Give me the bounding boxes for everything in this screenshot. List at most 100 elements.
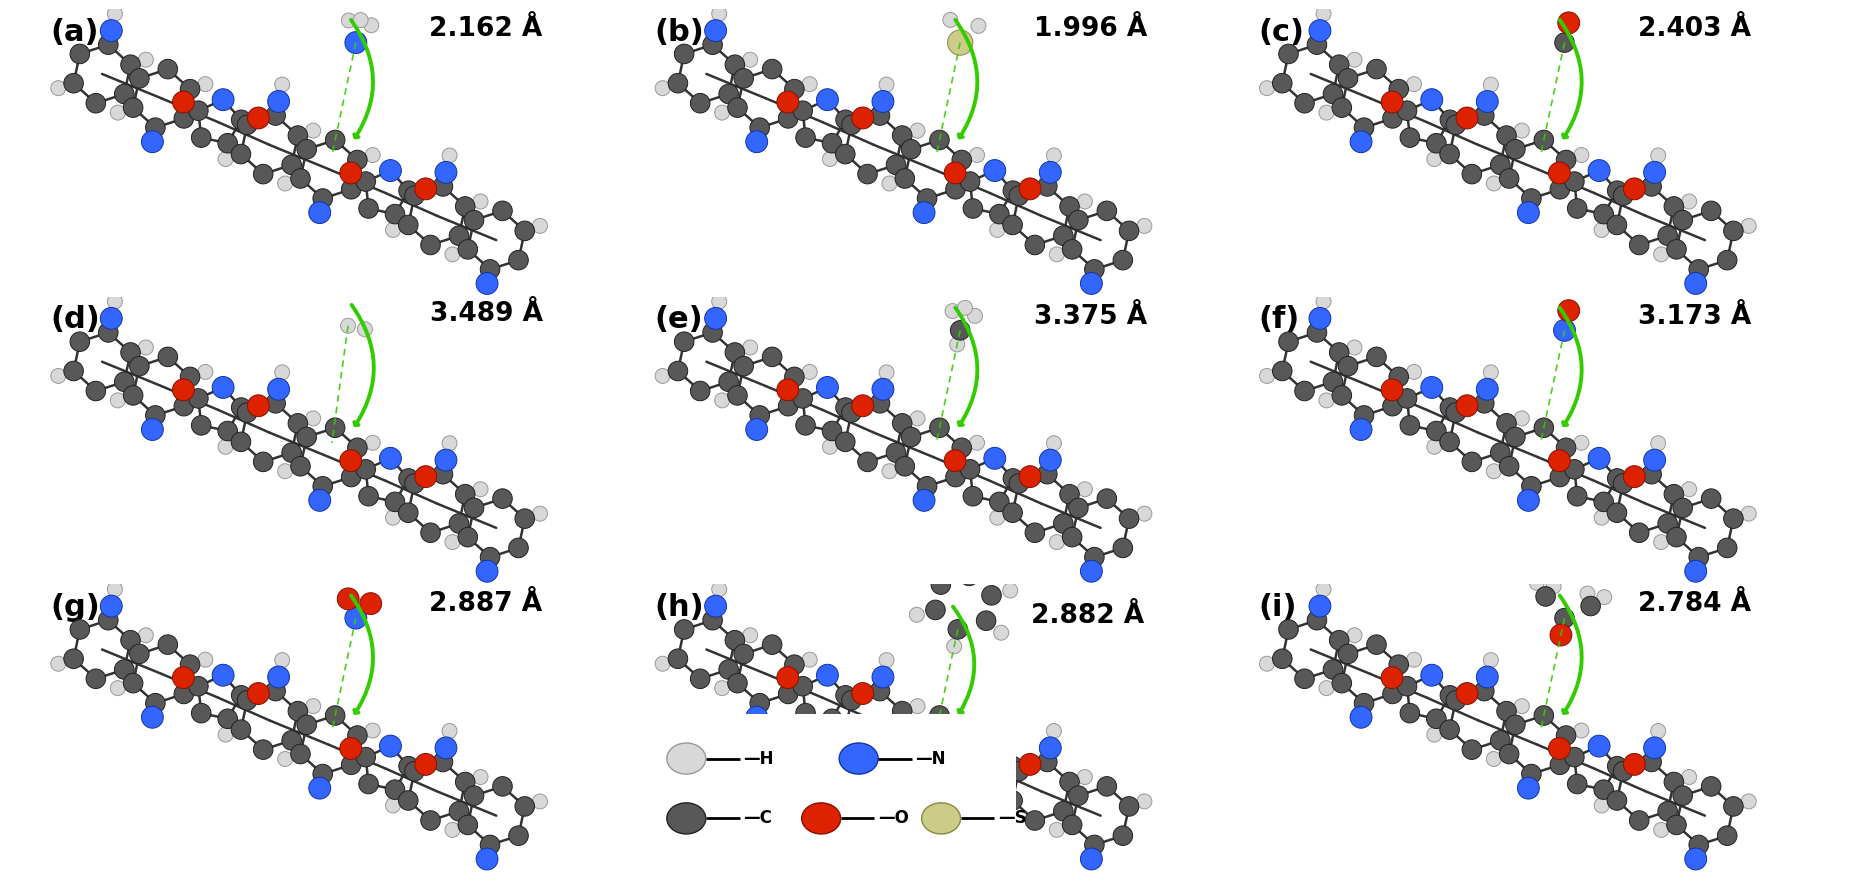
Circle shape (1491, 443, 1510, 463)
Circle shape (779, 684, 797, 704)
Circle shape (1315, 294, 1330, 309)
Circle shape (1550, 467, 1569, 487)
Circle shape (459, 528, 477, 547)
Circle shape (139, 627, 154, 643)
Circle shape (668, 361, 688, 381)
Circle shape (213, 376, 235, 399)
Circle shape (1367, 635, 1386, 654)
Circle shape (1119, 797, 1140, 816)
Circle shape (931, 130, 949, 150)
Circle shape (1060, 197, 1079, 216)
Circle shape (836, 685, 855, 705)
Circle shape (130, 69, 150, 88)
Circle shape (231, 432, 252, 451)
Circle shape (1354, 406, 1375, 425)
Circle shape (720, 85, 738, 104)
Circle shape (1462, 740, 1482, 759)
Circle shape (675, 619, 694, 639)
Circle shape (851, 395, 873, 417)
Circle shape (446, 822, 461, 837)
Circle shape (1025, 811, 1045, 830)
Circle shape (1025, 523, 1045, 543)
Circle shape (450, 514, 468, 533)
Circle shape (1608, 756, 1626, 776)
Circle shape (1447, 403, 1465, 423)
Circle shape (63, 73, 83, 93)
Circle shape (1476, 91, 1499, 112)
Circle shape (1439, 432, 1460, 451)
Circle shape (1587, 159, 1610, 182)
Circle shape (1426, 440, 1441, 454)
Circle shape (130, 644, 150, 664)
Circle shape (289, 701, 307, 721)
Circle shape (749, 406, 770, 425)
Circle shape (405, 186, 424, 206)
Circle shape (191, 703, 211, 723)
Circle shape (1053, 226, 1073, 246)
Circle shape (675, 332, 694, 352)
Circle shape (1382, 379, 1402, 400)
Circle shape (359, 487, 379, 506)
Circle shape (253, 165, 274, 184)
Circle shape (1515, 411, 1530, 425)
Circle shape (947, 639, 962, 654)
Circle shape (1567, 487, 1587, 506)
Circle shape (1273, 649, 1291, 668)
Circle shape (87, 381, 105, 401)
Circle shape (914, 490, 934, 511)
Circle shape (840, 743, 879, 774)
Circle shape (1367, 60, 1386, 79)
Text: 3.375 Å: 3.375 Å (1034, 303, 1147, 329)
Circle shape (253, 452, 274, 472)
Circle shape (794, 389, 812, 409)
Circle shape (1574, 723, 1589, 738)
Circle shape (762, 347, 783, 367)
Circle shape (266, 393, 285, 413)
Circle shape (87, 669, 105, 689)
Circle shape (690, 381, 710, 401)
Circle shape (901, 427, 921, 447)
Circle shape (1534, 706, 1554, 725)
Circle shape (213, 664, 235, 686)
Text: (h): (h) (655, 593, 705, 622)
Circle shape (464, 498, 485, 518)
Circle shape (237, 115, 257, 134)
Circle shape (944, 12, 958, 28)
Circle shape (1003, 756, 1023, 776)
Circle shape (1554, 33, 1574, 53)
Circle shape (712, 294, 727, 309)
Circle shape (268, 378, 290, 400)
Circle shape (1595, 510, 1610, 525)
Circle shape (969, 723, 984, 738)
Circle shape (191, 128, 211, 148)
Circle shape (1338, 356, 1358, 376)
Circle shape (1498, 457, 1519, 476)
Circle shape (1641, 176, 1661, 196)
Circle shape (901, 715, 921, 734)
Circle shape (1530, 575, 1545, 590)
Circle shape (1608, 469, 1626, 489)
Circle shape (1003, 790, 1023, 810)
Circle shape (796, 416, 816, 435)
Circle shape (1574, 148, 1589, 163)
Circle shape (1278, 332, 1299, 352)
Circle shape (1389, 79, 1408, 99)
Circle shape (945, 180, 966, 199)
Circle shape (945, 303, 960, 319)
Circle shape (703, 323, 722, 343)
Circle shape (690, 93, 710, 113)
Circle shape (1608, 503, 1626, 522)
Circle shape (1682, 194, 1696, 209)
Circle shape (179, 79, 200, 99)
Circle shape (749, 693, 770, 713)
Circle shape (1330, 55, 1349, 75)
Circle shape (910, 123, 925, 138)
Circle shape (433, 752, 453, 772)
Text: —C: —C (744, 809, 771, 828)
Circle shape (1382, 396, 1402, 416)
Circle shape (1643, 161, 1665, 183)
Circle shape (398, 215, 418, 235)
Circle shape (296, 140, 316, 159)
Circle shape (1389, 367, 1408, 386)
Circle shape (784, 79, 805, 99)
